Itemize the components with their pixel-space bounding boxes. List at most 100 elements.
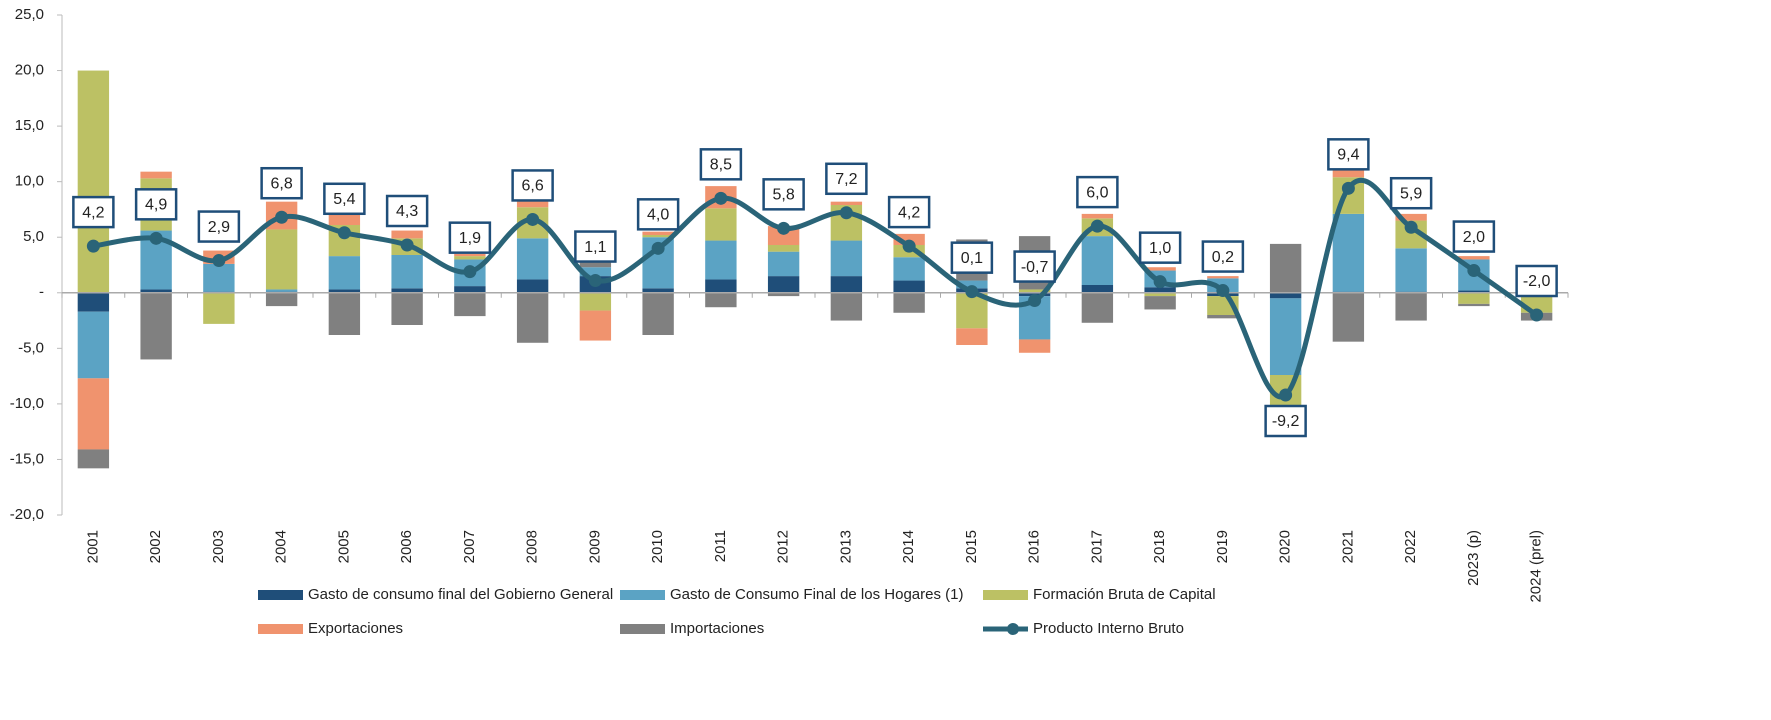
legend-label: Gasto de consumo final del Gobierno Gene… (308, 586, 613, 603)
y-tick-label: 5,0 (23, 228, 44, 245)
bar-segment (956, 328, 987, 345)
bar-segment (1333, 214, 1364, 292)
legend-label: Gasto de Consumo Final de los Hogares (1… (670, 586, 963, 603)
data-label: 9,4 (1337, 147, 1359, 164)
legend-swatch (258, 624, 303, 634)
y-tick-label: - (39, 284, 44, 301)
bar-segment (454, 286, 485, 293)
x-tick-label: 2017 (1088, 530, 1105, 563)
legend-swatch (258, 590, 303, 600)
x-tick-label: 2002 (147, 530, 164, 563)
legend-label: Producto Interno Bruto (1033, 620, 1184, 637)
bar-segment (454, 254, 485, 256)
y-tick-label: -20,0 (10, 506, 44, 523)
bar-segment (1270, 244, 1301, 293)
bar-segment (266, 229, 297, 289)
x-tick-label: 2013 (837, 530, 854, 563)
line-point (1216, 284, 1229, 297)
bar-segment (454, 256, 485, 259)
data-label: 5,4 (333, 191, 355, 208)
line-point (777, 222, 790, 235)
data-label: 2,9 (208, 219, 230, 236)
bar-segment (580, 311, 611, 341)
x-tick-label: 2001 (84, 530, 101, 563)
legend-label: Importaciones (670, 620, 764, 637)
x-tick-label: 2010 (649, 530, 666, 563)
bar-segment (580, 293, 611, 311)
line-point (1028, 294, 1041, 307)
bar-segment (140, 172, 171, 179)
x-tick-label: 2014 (900, 530, 917, 563)
line-point (840, 206, 853, 219)
bar-segment (391, 255, 422, 288)
chart: -20,0-15,0-10,0-5,0-5,010,015,020,025,02… (0, 0, 1771, 720)
x-tick-label: 2019 (1214, 530, 1231, 563)
x-tick-label: 2003 (210, 530, 227, 563)
line-point (1342, 182, 1355, 195)
y-tick-label: -5,0 (18, 339, 44, 356)
bar-segment (1333, 293, 1364, 342)
x-tick-label: 2008 (524, 530, 541, 563)
legend-label: Exportaciones (308, 620, 403, 637)
x-tick-label: 2005 (335, 530, 352, 563)
bar-segment (78, 71, 109, 293)
legend-swatch (1007, 623, 1019, 635)
bar-segment (1270, 298, 1301, 375)
bar-segment (1019, 339, 1050, 352)
bar-segment (893, 293, 924, 313)
line-point (589, 274, 602, 287)
bar-segment (1082, 285, 1113, 293)
y-tick-label: 20,0 (15, 62, 44, 79)
bar-segment (266, 289, 297, 291)
x-tick-label: 2022 (1402, 530, 1419, 563)
bar-segment (1458, 256, 1489, 259)
line-point (87, 240, 100, 253)
data-label: 6,0 (1086, 184, 1108, 201)
line-point (212, 254, 225, 267)
bar-segment (1207, 276, 1238, 278)
bar-segment (391, 293, 422, 325)
bar-segment (705, 293, 736, 307)
bar-segment (768, 252, 799, 276)
legend-swatch (620, 624, 665, 634)
line-point (1279, 389, 1292, 402)
bar-segment (517, 293, 548, 343)
line-point (1154, 275, 1167, 288)
y-tick-label: 10,0 (15, 173, 44, 190)
line (93, 180, 1536, 397)
bar-segment (78, 378, 109, 449)
bar-segment (831, 293, 862, 321)
x-tick-label: 2020 (1277, 530, 1294, 563)
data-label: 7,2 (835, 171, 857, 188)
bar-segment (831, 241, 862, 277)
bar-segment (1458, 293, 1489, 304)
bar-segment (1144, 296, 1175, 309)
line-point (714, 192, 727, 205)
bar-segment (768, 245, 799, 252)
bar-segment (1395, 293, 1426, 321)
y-tick-label: 15,0 (15, 117, 44, 134)
bar-segment (1270, 293, 1301, 299)
data-label: -9,2 (1272, 413, 1300, 430)
data-label: 1,1 (584, 239, 606, 256)
line-point (463, 265, 476, 278)
legend-swatch (983, 590, 1028, 600)
line-point (1091, 220, 1104, 233)
bar-segment (642, 232, 673, 235)
bar-segment (329, 293, 360, 335)
bar-segment (78, 293, 109, 312)
bar-segment (831, 202, 862, 205)
data-label: 1,9 (459, 230, 481, 247)
y-tick-label: -10,0 (10, 395, 44, 412)
data-label: 5,8 (773, 187, 795, 204)
bar-segment (831, 276, 862, 293)
data-label: 1,0 (1149, 240, 1171, 257)
line-point (275, 211, 288, 224)
line-point (652, 242, 665, 255)
x-tick-label: 2012 (775, 530, 792, 563)
bar-segment (266, 293, 297, 306)
bar-segment (203, 293, 234, 324)
line-point (1405, 221, 1418, 234)
line-point (150, 232, 163, 245)
bar-segment (78, 312, 109, 379)
